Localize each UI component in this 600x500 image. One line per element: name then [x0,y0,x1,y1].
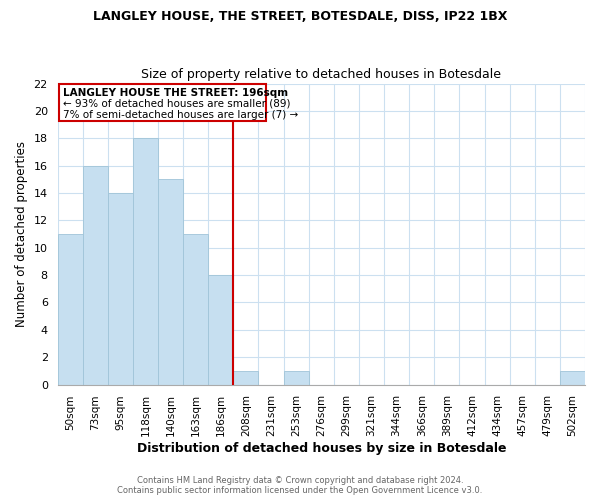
Bar [560,371,585,384]
Bar [58,234,83,384]
Bar [158,180,183,384]
Title: Size of property relative to detached houses in Botesdale: Size of property relative to detached ho… [141,68,501,81]
Bar [133,138,158,384]
Text: 7% of semi-detached houses are larger (7) →: 7% of semi-detached houses are larger (7… [62,110,298,120]
Bar [108,193,133,384]
FancyBboxPatch shape [59,84,266,120]
Y-axis label: Number of detached properties: Number of detached properties [15,141,28,327]
X-axis label: Distribution of detached houses by size in Botesdale: Distribution of detached houses by size … [137,442,506,455]
Text: LANGLEY HOUSE, THE STREET, BOTESDALE, DISS, IP22 1BX: LANGLEY HOUSE, THE STREET, BOTESDALE, DI… [93,10,507,23]
Bar [284,371,309,384]
Text: LANGLEY HOUSE THE STREET: 196sqm: LANGLEY HOUSE THE STREET: 196sqm [62,88,287,98]
Bar [83,166,108,384]
Bar [233,371,259,384]
Bar [183,234,208,384]
Text: Contains HM Land Registry data © Crown copyright and database right 2024.
Contai: Contains HM Land Registry data © Crown c… [118,476,482,495]
Text: ← 93% of detached houses are smaller (89): ← 93% of detached houses are smaller (89… [62,98,290,108]
Bar [208,275,233,384]
